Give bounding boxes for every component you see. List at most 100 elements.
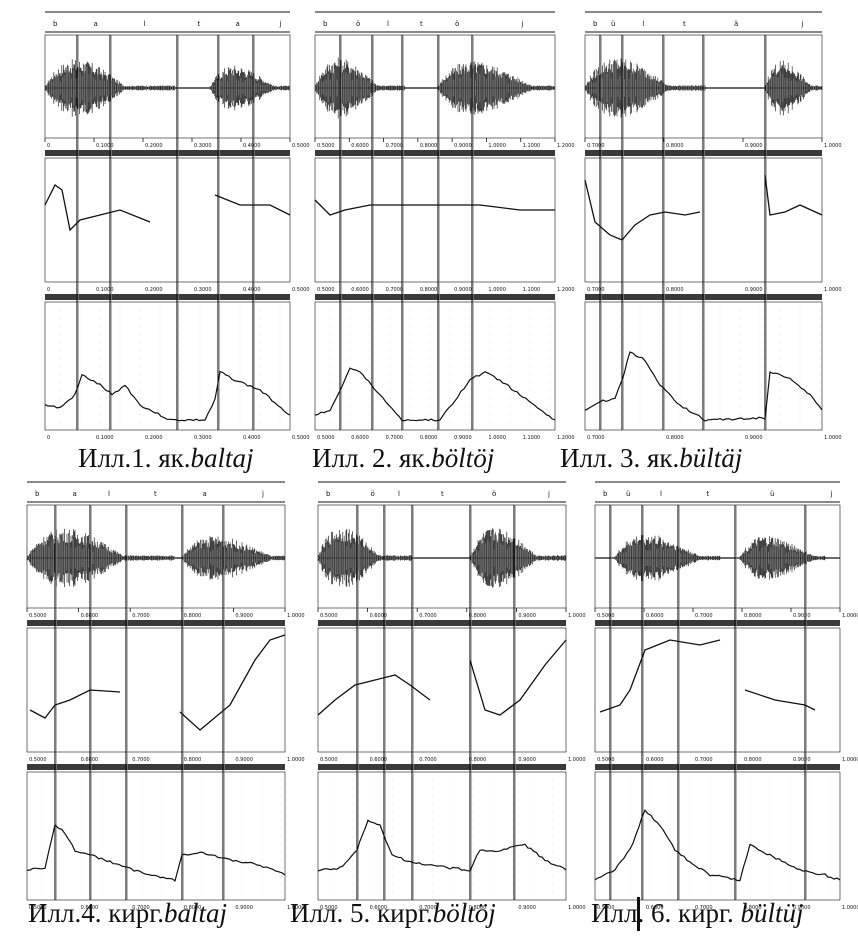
time-tick-label: 0.1000 xyxy=(96,143,114,149)
segment-label: a xyxy=(73,490,77,498)
time-tick-label: 0.9000 xyxy=(793,757,811,763)
caption-fig-6: Илл. 6. кирг. bültüj xyxy=(591,898,804,928)
panel-separator-band xyxy=(595,620,840,626)
pitch-frame xyxy=(594,627,841,753)
time-tick-label: 1.0000 xyxy=(568,905,586,911)
panel-separator-band xyxy=(315,294,555,300)
time-tick-label: 0.9000 xyxy=(235,613,253,619)
segment-label: l xyxy=(398,490,400,498)
time-tick-label: 0.6000 xyxy=(646,757,664,763)
time-tick-label: 1.0000 xyxy=(488,435,506,441)
time-tick-label: 0.8000 xyxy=(666,287,684,293)
pitch-contour xyxy=(44,184,151,232)
pitch-contour xyxy=(179,634,286,731)
time-tick-label: 0.8000 xyxy=(184,905,202,911)
time-tick-label: 1.1000 xyxy=(523,143,541,149)
waveform-burst-shade xyxy=(739,541,825,575)
segment-label: b xyxy=(326,490,331,498)
time-tick-label: 0.6000 xyxy=(351,287,369,293)
time-tick-label: 0.7000 xyxy=(132,613,150,619)
time-tick-label: 0.8000 xyxy=(744,757,762,763)
segment-label: t xyxy=(707,490,710,498)
intensity-frame xyxy=(314,301,556,431)
panel-separator-band xyxy=(45,294,290,300)
intensity-contour xyxy=(584,351,823,422)
time-tick-label: 0.5000 xyxy=(320,905,338,911)
intensity-contour xyxy=(26,823,286,882)
time-tick-label: 0.3000 xyxy=(194,143,212,149)
time-tick-label: 1.1000 xyxy=(523,435,541,441)
time-tick-label: 0.7000 xyxy=(132,757,150,763)
time-tick-label: 0.5000 xyxy=(292,287,310,293)
time-tick-label: 0.8000 xyxy=(744,613,762,619)
time-tick-label: 0 xyxy=(47,143,50,149)
time-tick-label: 0.9000 xyxy=(454,435,472,441)
time-tick-label: 1.0000 xyxy=(824,287,842,293)
caption-fig-2: Илл. 2. як.böltöj xyxy=(312,443,495,473)
waveform-frame xyxy=(594,504,841,609)
pitch-contour xyxy=(469,639,567,716)
time-tick-label: 0.6000 xyxy=(646,905,664,911)
time-tick-label: 0.5000 xyxy=(29,613,47,619)
time-tick-label: 1.0000 xyxy=(568,757,586,763)
time-tick-label: 0.7000 xyxy=(419,757,437,763)
time-tick-label: 0.8000 xyxy=(469,905,487,911)
time-tick-label: 0.7000 xyxy=(695,757,713,763)
pitch-contour xyxy=(764,174,823,216)
time-tick-label: 1.0000 xyxy=(488,287,506,293)
intensity-frame xyxy=(26,771,286,901)
time-tick-label: 0.9000 xyxy=(235,905,253,911)
time-tick-label: 0.2000 xyxy=(145,143,163,149)
panel-separator-band xyxy=(27,620,285,626)
time-tick-label: 0.9000 xyxy=(793,905,811,911)
time-tick-label: 0.9000 xyxy=(235,757,253,763)
segment-label: j xyxy=(279,20,282,28)
time-tick-label: 0.5000 xyxy=(597,613,615,619)
time-tick-label: 0.7000 xyxy=(695,613,713,619)
time-tick-label: 0.8000 xyxy=(744,905,762,911)
time-tick-label: 0.4000 xyxy=(243,143,261,149)
time-tick-label: 0.5000 xyxy=(317,143,335,149)
time-tick-label: 0.6000 xyxy=(646,613,664,619)
time-tick-label: 1.0000 xyxy=(842,905,858,911)
time-tick-label: 0.8000 xyxy=(420,287,438,293)
time-tick-label: 0.5000 xyxy=(320,757,338,763)
segment-label: t xyxy=(154,490,157,498)
time-tick-label: 0.9000 xyxy=(454,143,472,149)
intensity-contour xyxy=(317,819,567,872)
segment-label: ü xyxy=(626,490,630,498)
time-tick-label: 0.4000 xyxy=(243,287,261,293)
time-tick-label: 1.2000 xyxy=(557,287,575,293)
segment-label: l xyxy=(387,20,389,28)
waveform-burst-shade xyxy=(44,65,176,111)
time-tick-label: 0.5000 xyxy=(320,613,338,619)
segment-label: b xyxy=(323,20,328,28)
time-tick-label: 0.7000 xyxy=(386,435,404,441)
time-tick-label: 0.6000 xyxy=(81,757,99,763)
time-tick-label: 0.6000 xyxy=(370,613,388,619)
segment-label: b xyxy=(35,490,40,498)
time-tick-label: 0.7000 xyxy=(587,435,605,441)
time-tick-label: 0.6000 xyxy=(81,613,99,619)
time-tick-label: 0.3000 xyxy=(194,435,212,441)
time-tick-label: 0 xyxy=(47,435,50,441)
intensity-frame xyxy=(317,771,567,901)
segment-label: ö xyxy=(455,20,459,28)
pitch-contour xyxy=(29,689,121,719)
panel-separator-band xyxy=(45,150,290,156)
waveform-burst-shade xyxy=(317,535,411,581)
time-tick-label: 1.0000 xyxy=(568,613,586,619)
time-tick-label: 0.5000 xyxy=(292,143,310,149)
caption-fig-4: Илл.4. кирг.baltaj xyxy=(28,898,228,928)
time-tick-label: 0.5000 xyxy=(317,435,335,441)
time-tick-label: 1.0000 xyxy=(287,757,305,763)
panel-separator-band xyxy=(27,764,285,770)
time-tick-label: 0.5000 xyxy=(597,757,615,763)
segment-label: b xyxy=(603,490,608,498)
time-tick-label: 1.0000 xyxy=(824,143,842,149)
segment-label: a xyxy=(203,490,207,498)
time-tick-label: 0.3000 xyxy=(194,287,212,293)
pitch-frame xyxy=(44,157,291,283)
pitch-contour xyxy=(314,199,555,216)
time-tick-label: 0.8000 xyxy=(420,143,438,149)
